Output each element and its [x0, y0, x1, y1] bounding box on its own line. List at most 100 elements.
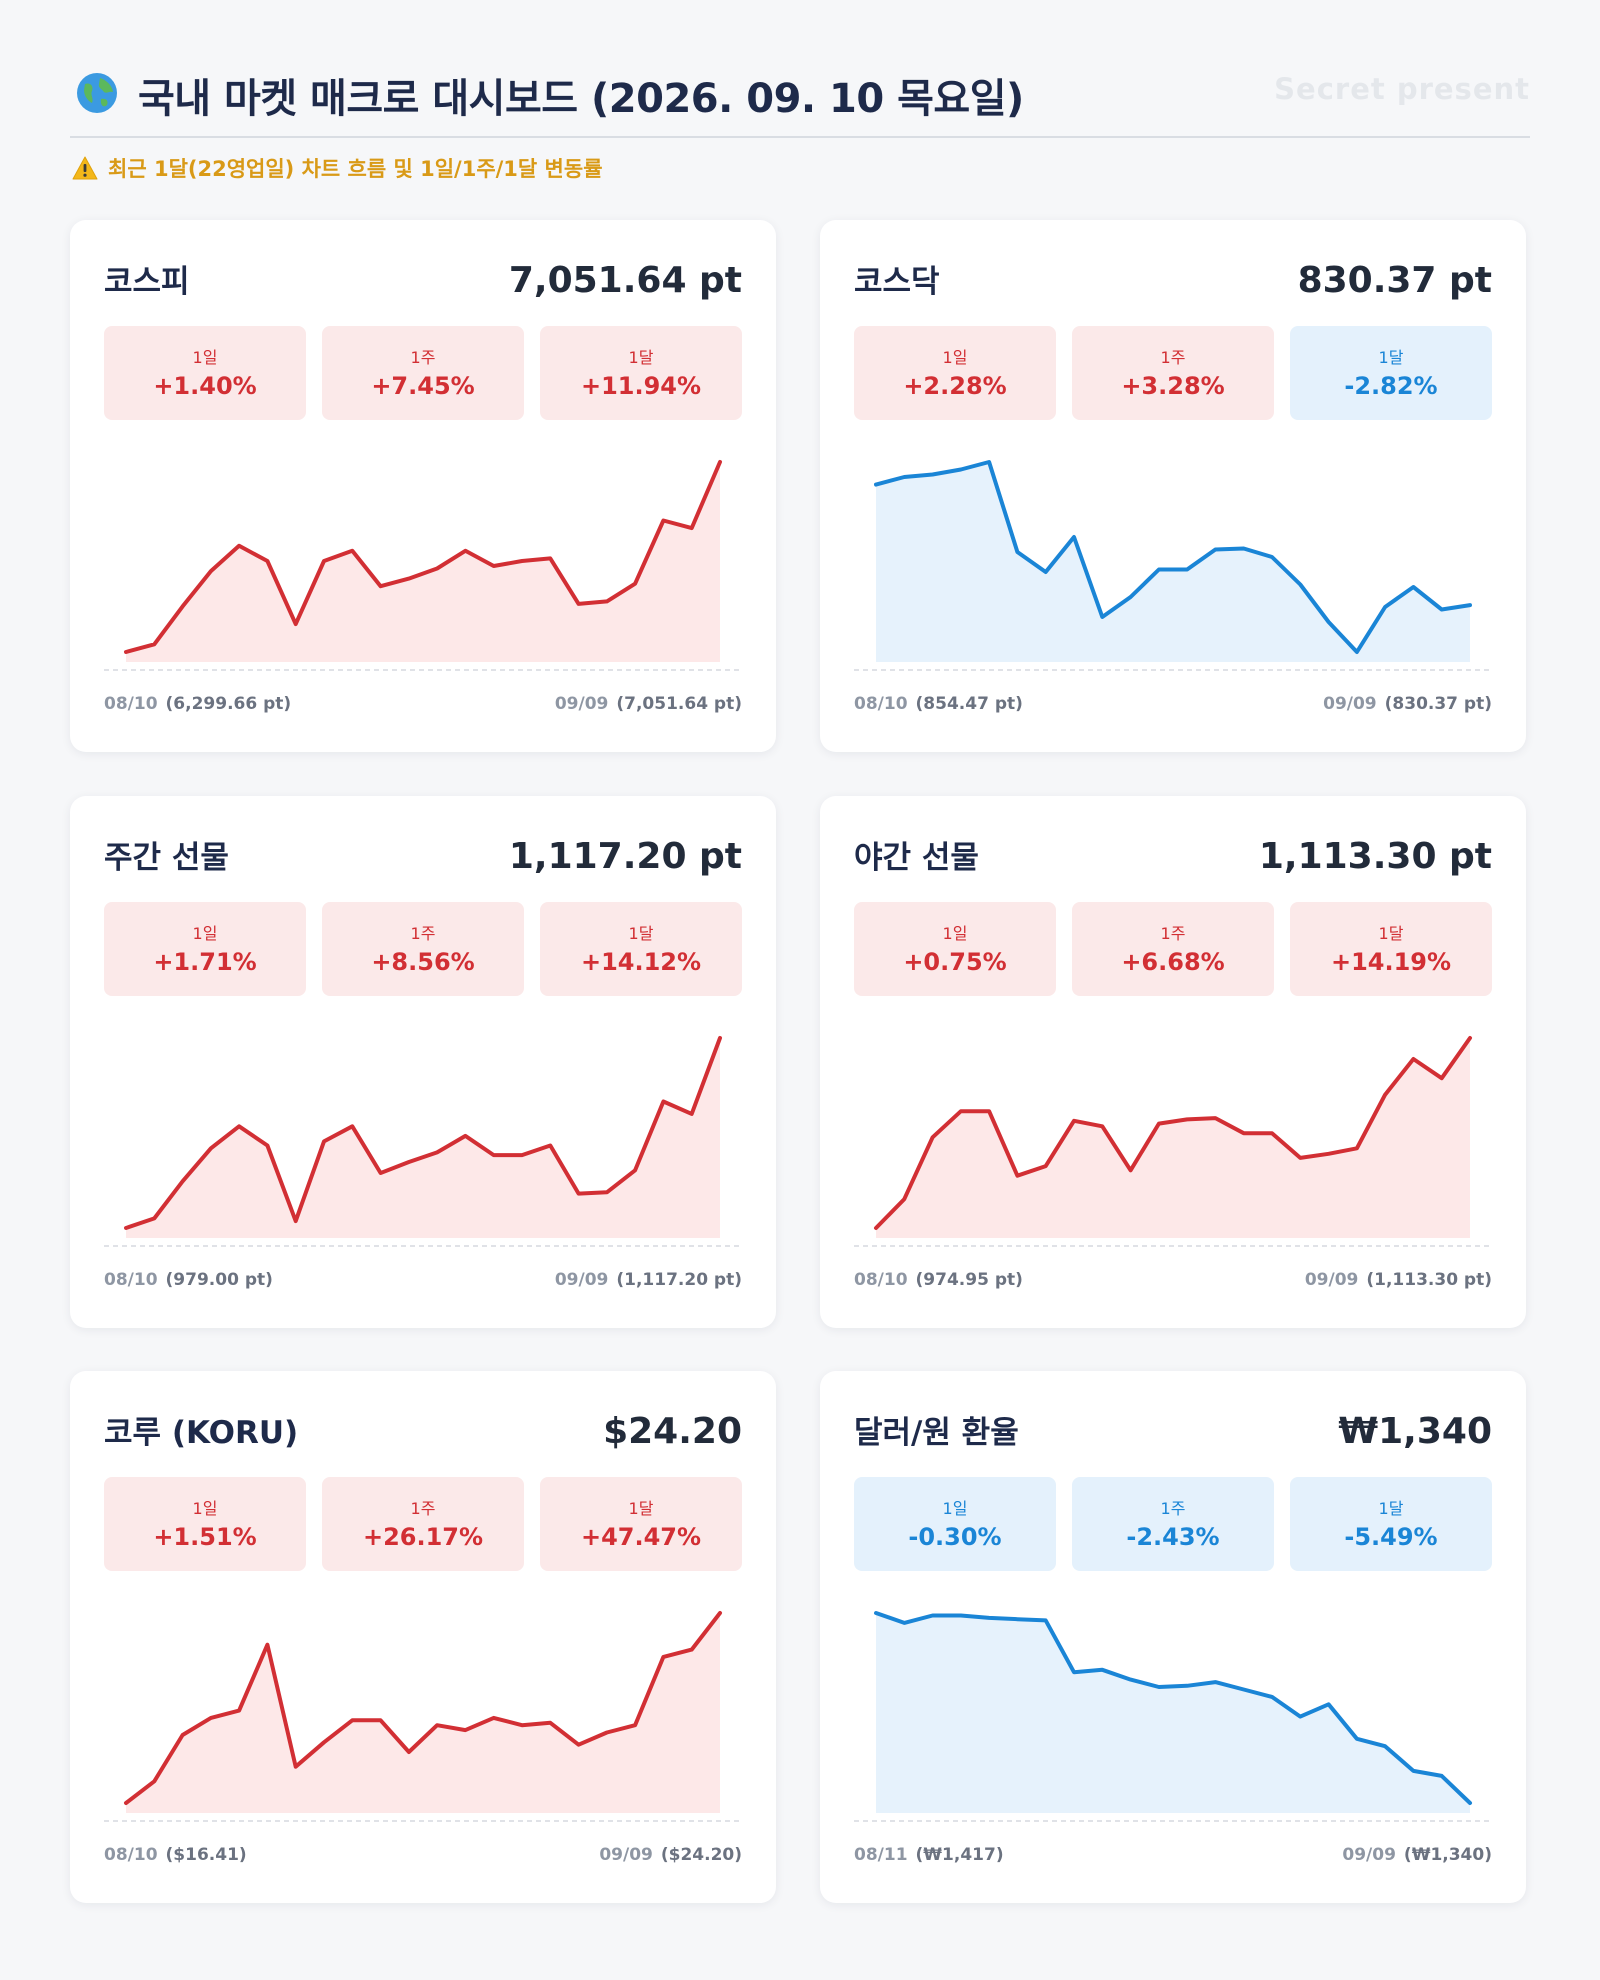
end-value: (1,117.20 pt) — [616, 1270, 742, 1290]
change-badges: 1일 -0.30% 1주 -2.43% 1달 -5.49% — [854, 1477, 1492, 1571]
chart-series-line — [874, 460, 1472, 654]
badge-value: -2.43% — [1126, 1523, 1220, 1551]
page-subtitle: 최근 1달(22영업일) 차트 흐름 및 1일/1주/1달 변동률 — [72, 153, 603, 185]
change-badge-1d: 1일 +0.75% — [854, 902, 1056, 996]
chart-start-label: 08/10 (6,299.66 pt) — [104, 694, 291, 714]
market-card-kospi: 코스피 7,051.64 pt 1일 +1.40% 1주 +7.45% 1달 +… — [70, 220, 776, 752]
start-date: 08/10 — [104, 694, 158, 714]
end-date: 09/09 — [1304, 1270, 1359, 1290]
chart-area-fill — [126, 1613, 720, 1813]
badge-label: 1주 — [1160, 1499, 1186, 1518]
badge-value: +47.47% — [580, 1523, 702, 1551]
badge-label: 1달 — [1378, 924, 1404, 943]
badge-value: +2.28% — [903, 372, 1007, 400]
change-badge-1d: 1일 +1.40% — [104, 326, 306, 420]
change-badge-1w: 1주 +3.28% — [1072, 326, 1274, 420]
start-date: 08/10 — [854, 1270, 908, 1290]
badge-label: 1달 — [1378, 1499, 1404, 1518]
badge-label: 1일 — [192, 1499, 218, 1518]
card-current-value: 1,113.30 pt — [1258, 836, 1492, 877]
page-header: 국내 마켓 매크로 대시보드 (2026. 09. 10 목요일) Secret… — [70, 62, 1530, 136]
market-card-koru: 코루 (KORU) $24.20 1일 +1.51% 1주 +26.17% 1달… — [70, 1371, 776, 1903]
badge-value: +0.75% — [903, 948, 1007, 976]
chart-end-label: 09/09 (₩1,340) — [1342, 1845, 1492, 1865]
badge-label: 1달 — [628, 1499, 654, 1518]
change-badges: 1일 +1.51% 1주 +26.17% 1달 +47.47% — [104, 1477, 742, 1571]
start-date: 08/10 — [854, 694, 908, 714]
chart-start-label: 08/11 (₩1,417) — [854, 1845, 1004, 1865]
header-divider — [70, 136, 1530, 138]
card-title: 코스닥 — [854, 264, 940, 300]
start-value: ($16.41) — [165, 1845, 247, 1865]
change-badge-1m: 1달 +47.47% — [540, 1477, 742, 1571]
market-card-usd-krw: 달러/원 환율 ₩1,340 1일 -0.30% 1주 -2.43% 1달 -5… — [820, 1371, 1526, 1903]
chart-area-fill — [126, 462, 720, 662]
page-title: 국내 마켓 매크로 대시보드 (2026. 09. 10 목요일) — [138, 76, 1024, 122]
badge-value: +8.56% — [371, 948, 475, 976]
badge-label: 1주 — [410, 1499, 436, 1518]
price-chart — [854, 460, 1492, 671]
start-value: (6,299.66 pt) — [165, 694, 292, 714]
end-value: (₩1,340) — [1403, 1845, 1492, 1865]
start-value: (₩1,417) — [915, 1845, 1004, 1865]
chart-area-fill — [876, 1613, 1470, 1813]
badge-value: +6.68% — [1121, 948, 1225, 976]
card-current-value: ₩1,340 — [1338, 1411, 1492, 1452]
change-badge-1w: 1주 +7.45% — [322, 326, 524, 420]
start-value: (974.95 pt) — [915, 1270, 1023, 1290]
change-badge-1m: 1달 -5.49% — [1290, 1477, 1492, 1571]
badge-label: 1일 — [192, 924, 218, 943]
chart-series-line — [874, 1036, 1472, 1230]
badge-value: +14.12% — [580, 948, 702, 976]
change-badge-1w: 1주 +26.17% — [322, 1477, 524, 1571]
start-date: 08/10 — [104, 1270, 158, 1290]
chart-end-label: 09/09 (830.37 pt) — [1323, 694, 1492, 714]
change-badge-1m: 1달 +14.19% — [1290, 902, 1492, 996]
change-badges: 1일 +1.40% 1주 +7.45% 1달 +11.94% — [104, 326, 742, 420]
chart-area-fill — [876, 1038, 1470, 1238]
change-badge-1d: 1일 -0.30% — [854, 1477, 1056, 1571]
card-current-value: $24.20 — [603, 1411, 742, 1452]
end-value: (7,051.64 pt) — [616, 694, 742, 714]
end-date: 09/09 — [554, 1270, 609, 1290]
card-current-value: 7,051.64 pt — [508, 260, 742, 301]
price-chart — [104, 460, 742, 671]
chart-start-label: 08/10 (974.95 pt) — [854, 1270, 1023, 1290]
chart-series-line — [124, 460, 722, 654]
market-card-day-futures: 주간 선물 1,117.20 pt 1일 +1.71% 1주 +8.56% 1달… — [70, 796, 776, 1328]
chart-end-label: 09/09 (1,113.30 pt) — [1305, 1270, 1492, 1290]
badge-label: 1일 — [942, 348, 968, 367]
price-chart — [854, 1036, 1492, 1247]
change-badge-1m: 1달 -2.82% — [1290, 326, 1492, 420]
badge-value: +1.40% — [153, 372, 257, 400]
chart-series-line — [124, 1611, 722, 1805]
chart-end-label: 09/09 (7,051.64 pt) — [555, 694, 742, 714]
badge-label: 1주 — [1160, 924, 1186, 943]
chart-start-label: 08/10 (854.47 pt) — [854, 694, 1023, 714]
end-value: (1,113.30 pt) — [1366, 1270, 1492, 1290]
chart-area-fill — [876, 462, 1470, 662]
change-badge-1d: 1일 +1.71% — [104, 902, 306, 996]
chart-series-line — [124, 1036, 722, 1230]
change-badge-1w: 1주 -2.43% — [1072, 1477, 1274, 1571]
badge-value: +1.71% — [153, 948, 257, 976]
end-value: ($24.20) — [660, 1845, 742, 1865]
end-date: 09/09 — [1342, 1845, 1396, 1865]
card-title: 달러/원 환율 — [854, 1415, 1019, 1451]
card-title: 코스피 — [104, 264, 190, 300]
change-badges: 1일 +0.75% 1주 +6.68% 1달 +14.19% — [854, 902, 1492, 996]
price-chart — [854, 1611, 1492, 1822]
start-value: (979.00 pt) — [165, 1270, 273, 1290]
badge-label: 1달 — [628, 924, 654, 943]
badge-value: +1.51% — [153, 1523, 257, 1551]
badge-value: +26.17% — [362, 1523, 484, 1551]
change-badge-1d: 1일 +2.28% — [854, 326, 1056, 420]
card-title: 야간 선물 — [854, 840, 979, 876]
card-current-value: 1,117.20 pt — [508, 836, 742, 877]
badge-label: 1달 — [628, 348, 654, 367]
chart-area-fill — [126, 1038, 720, 1238]
end-date: 09/09 — [1323, 694, 1377, 714]
end-date: 09/09 — [554, 694, 609, 714]
badge-value: -0.30% — [908, 1523, 1002, 1551]
change-badge-1d: 1일 +1.51% — [104, 1477, 306, 1571]
